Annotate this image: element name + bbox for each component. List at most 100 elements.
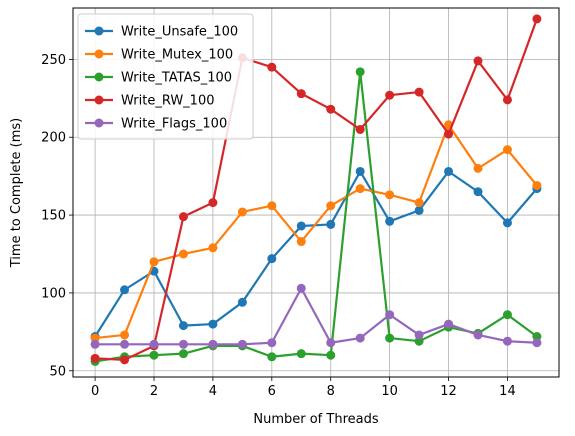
data-point xyxy=(385,190,395,200)
data-point xyxy=(178,321,188,331)
x-tick-label: 14 xyxy=(499,384,516,399)
data-point xyxy=(237,207,247,217)
data-point xyxy=(326,350,336,360)
data-point xyxy=(267,254,277,264)
x-tick-label: 8 xyxy=(327,384,335,399)
data-point xyxy=(414,87,424,97)
data-point xyxy=(473,187,483,197)
x-axis-title: Number of Threads xyxy=(253,412,378,427)
data-point xyxy=(149,339,159,349)
data-point xyxy=(267,62,277,72)
legend-item: Write_Unsafe_100 xyxy=(85,25,238,40)
data-point xyxy=(355,166,365,176)
series-line xyxy=(95,287,537,346)
y-tick-label: 250 xyxy=(41,53,66,68)
data-point xyxy=(414,336,424,346)
legend-label: Write_Mutex_100 xyxy=(121,48,233,63)
data-point xyxy=(178,212,188,222)
data-point xyxy=(444,319,454,329)
series-line xyxy=(94,123,538,340)
data-point xyxy=(355,67,365,77)
data-point xyxy=(120,355,130,365)
data-point xyxy=(326,219,336,229)
data-point xyxy=(208,319,218,329)
data-point xyxy=(237,339,247,349)
legend-label: Write_Flags_100 xyxy=(121,117,227,132)
legend-item: Write_Mutex_100 xyxy=(85,48,233,63)
x-tick-label: 12 xyxy=(440,384,457,399)
data-point xyxy=(120,285,130,295)
legend-swatch-marker xyxy=(94,26,104,36)
data-point xyxy=(532,338,542,348)
data-point xyxy=(90,333,100,343)
data-point xyxy=(120,339,130,349)
data-point xyxy=(178,249,188,259)
legend-item: Write_Flags_100 xyxy=(85,117,227,132)
data-point xyxy=(90,353,100,363)
data-point xyxy=(385,90,395,100)
data-point xyxy=(414,330,424,340)
series-line xyxy=(95,18,538,361)
data-point xyxy=(178,349,188,359)
data-point xyxy=(532,180,542,190)
data-point xyxy=(385,216,395,226)
data-point xyxy=(296,349,306,359)
data-point xyxy=(355,124,365,134)
series-write-flags-100 xyxy=(90,283,542,349)
legend-label: Write_TATAS_100 xyxy=(121,71,232,86)
data-point xyxy=(473,163,483,173)
legend-label: Write_RW_100 xyxy=(121,94,215,109)
data-point xyxy=(326,338,336,348)
y-tick-label: 150 xyxy=(41,209,66,224)
data-point xyxy=(120,330,130,340)
data-point xyxy=(355,184,365,194)
data-point xyxy=(385,333,395,343)
data-point xyxy=(502,336,512,346)
y-tick-label: 200 xyxy=(41,131,66,146)
x-tick-label: 2 xyxy=(150,384,158,399)
data-point xyxy=(267,352,277,362)
data-point xyxy=(208,339,218,349)
x-tick-label: 0 xyxy=(91,384,99,399)
data-point xyxy=(326,201,336,211)
legend-swatch-marker xyxy=(94,49,104,59)
y-axis-title: Time to Complete (ms) xyxy=(9,118,24,269)
y-tick-label: 100 xyxy=(41,286,66,301)
data-point xyxy=(502,218,512,228)
data-point xyxy=(208,198,218,208)
legend-box xyxy=(77,13,254,140)
legend-swatch-marker xyxy=(94,95,104,105)
data-point xyxy=(296,221,306,231)
data-point xyxy=(502,310,512,320)
plot-frame xyxy=(72,7,560,378)
data-point xyxy=(473,330,483,340)
legend: Write_Unsafe_100 Write_Mutex_100 Write_TAT… xyxy=(77,13,254,140)
x-tick-label: 4 xyxy=(209,384,217,399)
data-point xyxy=(267,338,277,348)
data-point xyxy=(296,89,306,99)
data-point xyxy=(385,310,395,320)
data-point xyxy=(444,129,454,139)
data-point xyxy=(502,145,512,155)
data-point xyxy=(149,257,159,267)
data-point xyxy=(473,56,483,66)
data-point xyxy=(237,297,247,307)
data-point xyxy=(296,237,306,247)
legend-swatch-marker xyxy=(94,118,104,128)
data-point xyxy=(149,350,159,360)
series-write-mutex-100 xyxy=(90,120,542,343)
legend-item: Write_TATAS_100 xyxy=(85,71,232,86)
data-point xyxy=(326,104,336,114)
series-write-rw-100 xyxy=(90,14,542,365)
data-point xyxy=(444,166,454,176)
legend-item: Write_RW_100 xyxy=(85,94,215,109)
x-tick-label: 6 xyxy=(268,384,276,399)
data-point xyxy=(532,14,542,24)
axis-ticks: 0 2 4 6 8 10 12 14 50 100 150 200 250 xyxy=(41,53,516,399)
data-point xyxy=(355,333,365,343)
y-tick-label: 50 xyxy=(49,364,66,379)
data-point xyxy=(414,205,424,215)
data-point xyxy=(178,339,188,349)
data-point xyxy=(414,198,424,208)
